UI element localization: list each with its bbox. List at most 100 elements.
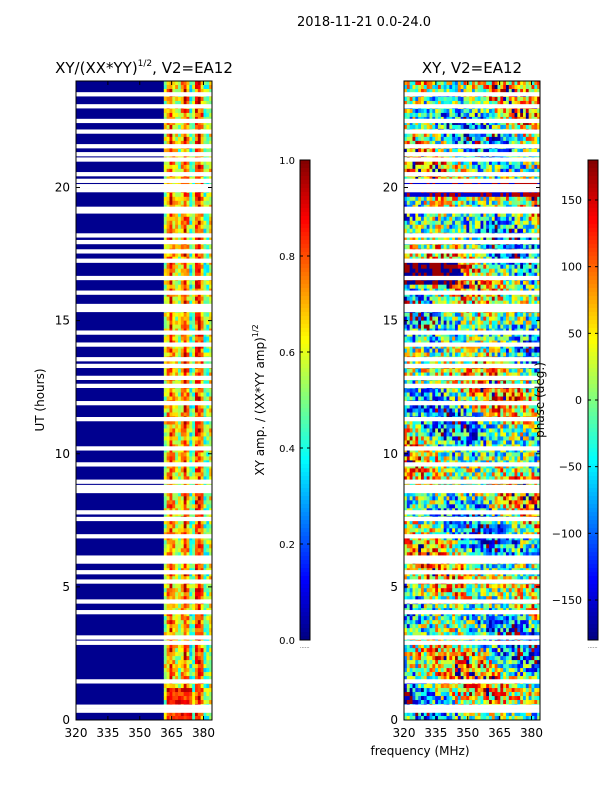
- heatmap-cell: [183, 160, 187, 166]
- heatmap-cell: [209, 352, 213, 357]
- heatmap-cell: [175, 332, 179, 337]
- heatmap-cell: [180, 408, 185, 413]
- heatmap-cell: [175, 676, 179, 681]
- heatmap-cell: [415, 96, 419, 102]
- heatmap-cell: [189, 132, 193, 138]
- x-tick-label: 320: [65, 726, 88, 740]
- heatmap-cell: [514, 192, 518, 198]
- heatmap-cell: [508, 180, 513, 186]
- heatmap-cell: [183, 216, 187, 222]
- heatmap-cell: [525, 160, 530, 166]
- heatmap-cell: [197, 612, 202, 617]
- heatmap-cell: [169, 420, 173, 425]
- heatmap-cell: [163, 316, 168, 322]
- heatmap-cell: [166, 448, 170, 453]
- heatmap-cell: [172, 320, 176, 326]
- heatmap-cell: [404, 81, 408, 86]
- heatmap-cell: [169, 576, 173, 581]
- colorbar-step: [300, 408, 310, 413]
- heatmap-cell: [169, 440, 173, 445]
- heatmap-cell: [483, 132, 487, 138]
- flagged-row: [76, 479, 212, 484]
- heatmap-cell: [180, 668, 185, 673]
- heatmap-cell: [435, 96, 439, 102]
- heatmap-cell: [163, 160, 168, 166]
- colorbar-step: [300, 480, 310, 485]
- heatmap-cell: [197, 260, 202, 266]
- heatmap-cell: [480, 200, 484, 206]
- colorbar-step: [300, 252, 310, 257]
- colorbar-step: [300, 384, 310, 389]
- heatmap-cell: [192, 548, 196, 553]
- heatmap-cell: [195, 200, 199, 206]
- heatmap-cell: [163, 280, 168, 286]
- heatmap-cell: [489, 212, 493, 218]
- heatmap-cell: [189, 280, 193, 286]
- heatmap-cell: [195, 500, 199, 505]
- heatmap-cell: [446, 96, 450, 102]
- heatmap-cell: [446, 216, 450, 222]
- heatmap-cell: [446, 108, 450, 114]
- heatmap-cell: [455, 220, 459, 226]
- heatmap-cell: [517, 124, 521, 130]
- heatmap-cell: [195, 536, 199, 541]
- heatmap-cell: [452, 136, 456, 142]
- heatmap-cell: [195, 412, 199, 417]
- heatmap-cell: [455, 84, 459, 90]
- heatmap-cell: [163, 388, 168, 393]
- heatmap-cell: [474, 192, 479, 198]
- heatmap-cell: [200, 596, 204, 601]
- heatmap-cell: [178, 228, 182, 234]
- heatmap-cell: [426, 108, 430, 114]
- heatmap-cell: [525, 84, 530, 90]
- heatmap-cell: [189, 252, 193, 258]
- heatmap-cell: [172, 676, 176, 681]
- heatmap-cell: [178, 712, 182, 717]
- heatmap-cell: [195, 360, 199, 365]
- heatmap-cell: [520, 164, 524, 170]
- heatmap-cell: [180, 236, 185, 242]
- heatmap-cell: [200, 316, 204, 322]
- heatmap-cell: [455, 216, 459, 222]
- heatmap-cell: [169, 216, 173, 222]
- heatmap-cell: [409, 132, 413, 138]
- colorbar-tick-label: 0.6: [279, 348, 295, 359]
- heatmap-cell: [209, 672, 213, 677]
- heatmap-cell: [203, 564, 207, 569]
- heatmap-cell: [426, 81, 430, 86]
- heatmap-cell: [489, 160, 493, 166]
- heatmap-cell: [189, 544, 193, 549]
- heatmap-cell: [166, 496, 170, 501]
- heatmap-cell: [169, 212, 173, 218]
- heatmap-cell: [186, 420, 190, 425]
- colorbar-step: [300, 332, 310, 337]
- heatmap-cell: [457, 180, 462, 186]
- heatmap-cell: [203, 164, 207, 170]
- heatmap-cell: [409, 236, 413, 242]
- heatmap-cell: [169, 512, 173, 517]
- heatmap-cell: [178, 652, 182, 657]
- heatmap-cell: [200, 84, 204, 90]
- heatmap-cell: [206, 264, 210, 270]
- colorbar-step: [300, 260, 310, 265]
- heatmap-cell: [531, 81, 535, 86]
- heatmap-cell: [192, 668, 196, 673]
- heatmap-cell: [183, 656, 187, 661]
- heatmap-cell: [180, 688, 185, 693]
- heatmap-cell: [178, 592, 182, 597]
- heatmap-cell: [203, 424, 207, 429]
- heatmap-cell: [195, 584, 199, 589]
- heatmap-cell: [172, 424, 176, 429]
- heatmap-cell: [183, 448, 187, 453]
- heatmap-cell: [195, 296, 199, 302]
- heatmap-cell: [183, 476, 187, 481]
- heatmap-cell: [195, 492, 199, 497]
- heatmap-cell: [197, 316, 202, 322]
- heatmap-cell: [438, 108, 442, 114]
- colorbar-step: [300, 404, 310, 409]
- heatmap-cell: [169, 220, 173, 226]
- heatmap-cell: [166, 336, 170, 341]
- heatmap-cell: [477, 124, 481, 130]
- heatmap-cell: [206, 252, 210, 258]
- heatmap-cell: [175, 584, 179, 589]
